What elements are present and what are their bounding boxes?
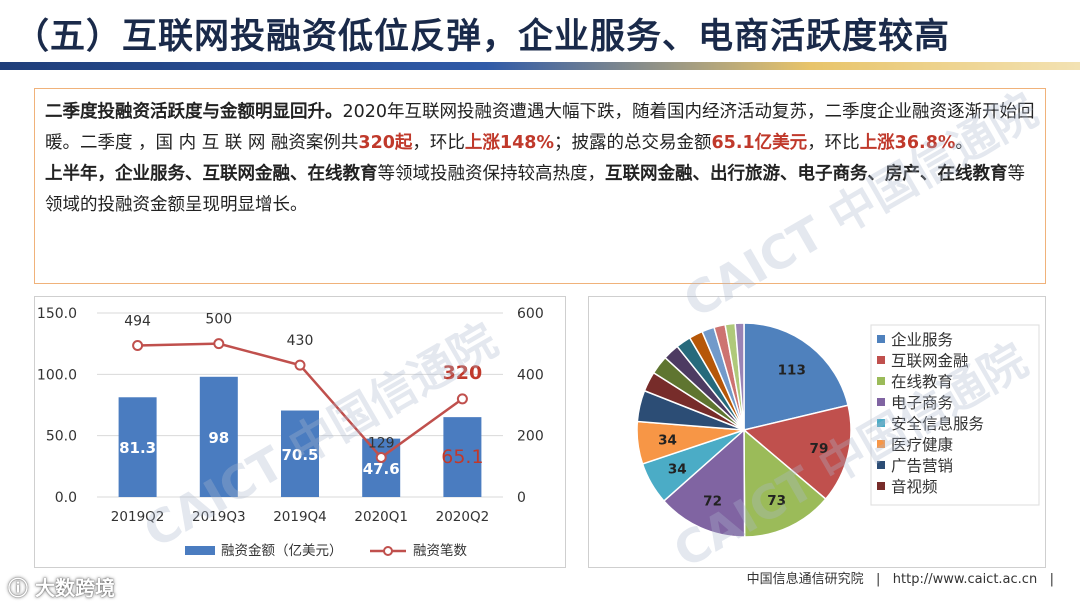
legend-line-marker [383,546,393,556]
line-value-label: 500 [205,312,232,328]
summary-lead-1: 二季度投融资活跃度与金额明显回升。 [45,102,343,122]
summary-text: ，环比 [412,133,465,153]
legend-label: 广告营销 [891,457,953,475]
summary-text: 等领域的投融资金额呈现明显增长。 [45,164,1025,215]
amount-change: 上涨36.8% [859,133,956,153]
category-label: 2019Q3 [192,509,246,525]
line-value-label: 320 [443,362,483,384]
legend-swatch [877,419,885,427]
bar-value-label: 70.5 [281,446,318,464]
title-divider [0,62,1080,70]
summary-paragraph-2: 上半年，企业服务、互联网金融、在线教育等领域投融资保持较高热度，互联网金融、出行… [45,159,1035,221]
brand-logo: ⓘ 大数跨境 [8,572,115,601]
legend-swatch [877,356,885,364]
growth-fields: 互联网金融、出行旅游、电子商务、房产、在线教育 [605,164,1008,184]
line-point [132,340,144,352]
line-point [294,359,306,371]
cases-count: 320起 [358,133,413,153]
legend-swatch [877,398,885,406]
category-label: 2019Q2 [111,509,165,525]
pie-value-label: 113 [778,363,806,379]
right-tick-label: 200 [517,429,544,445]
pie-value-label: 34 [658,432,677,448]
legend-line-label: 融资笔数 [413,543,467,559]
footer-sep: | [1049,572,1054,587]
pie-slice [743,428,827,538]
bar [281,410,319,497]
bar-value-label: 98 [208,429,229,447]
footer-sep: | [876,572,881,587]
legend-bar-label: 融资金额（亿美元） [221,543,343,559]
bar [199,376,238,497]
summary-paragraph-1: 二季度投融资活跃度与金额明显回升。2020年互联网投融资遭遇大幅下跌，随着国内经… [45,97,1035,159]
legend-swatch [877,440,885,448]
right-tick-label: 400 [517,367,544,383]
bar-line-chart: 0.0 50.0 100.0 150.0 0 200 400 600 81.3 2019Q2 98 2… [37,306,544,559]
bar [118,397,157,497]
pie-slice [662,428,746,538]
bar-line-chart-panel: 0.0 50.0 100.0 150.0 0 200 400 600 81.3 2019Q2 98 2… [34,296,566,568]
logo-glyph-icon: ⓘ [8,576,35,600]
summary-text: 2020年互联网投融资遭遇大幅下跌，随着国内经济活动复苏，二季度企业融资逐渐开始… [45,102,1035,153]
bar [443,417,482,497]
pie-slice [734,322,745,431]
right-tick-label: 0 [517,490,526,506]
bar-value-label: 47.6 [363,460,400,478]
amount-value: 65.1亿美元 [711,133,808,153]
line-value-label: 129 [368,435,395,451]
pie-value-label: 34 [668,462,687,478]
pie-slice [743,322,849,431]
summary-box: 二季度投融资活跃度与金额明显回升。2020年互联网投融资遭遇大幅下跌，随着国内经… [34,88,1046,284]
left-tick-label: 150.0 [37,306,77,322]
legend-swatch [877,461,885,469]
legend-swatch [877,377,885,385]
legend-label: 安全信息服务 [891,415,984,433]
legend-bar-swatch [185,546,215,555]
summary-text: ，环比 [807,133,860,153]
line-value-label: 430 [287,333,314,349]
legend-label: 互联网金融 [891,352,969,370]
line-point [213,338,225,350]
footer-url[interactable]: http://www.caict.ac.cn [892,572,1038,587]
pie-legend-box [870,324,1040,506]
footer: 中国信息通信研究院 | http://www.caict.ac.cn | [747,568,1054,587]
pie-value-label: 73 [767,493,786,509]
legend-label: 音视频 [891,478,938,496]
line-point [375,451,387,463]
pie-slice [742,404,852,501]
logo-text: 大数跨境 [34,576,115,600]
category-label: 2020Q2 [436,509,490,525]
category-label: 2020Q1 [354,509,408,525]
line-point [456,393,468,405]
footer-org: 中国信息通信研究院 [746,572,864,587]
summary-lead-2: 上半年，企业服务、互联网金融、在线教育 [45,164,378,184]
category-label: 2019Q4 [273,509,327,525]
legend-label: 企业服务 [891,331,953,349]
summary-text: 等领域投融资保持较高热度， [377,164,606,184]
left-tick-label: 100.0 [37,367,77,383]
summary-text: ；披露的总交易金额 [554,133,712,153]
bar-value-label: 81.3 [119,439,156,457]
legend-label: 在线教育 [891,373,953,391]
summary-text: 。 [955,133,973,153]
line-value-label: 494 [124,314,151,330]
pie-chart: 113 79 73 72 34 34 企业服务互联网金融在线教育电子商务安全信息服务医疗健康… [636,322,1040,538]
legend-swatch [877,482,885,490]
cases-change: 上涨148% [464,133,554,153]
pie-value-label: 79 [810,441,829,457]
page-title: （五）互联网投融资低位反弹，企业服务、电商活跃度较高 [14,17,951,57]
left-tick-label: 0.0 [55,490,77,506]
bar-value-label: 65.1 [441,446,483,468]
pie-chart-panel: 113 79 73 72 34 34 企业服务互联网金融在线教育电子商务安全信息服务 医疗健康… [588,296,1046,568]
right-tick-label: 600 [517,306,544,322]
pie-value-label: 72 [703,493,722,509]
legend-swatch [877,335,885,343]
left-tick-label: 50.0 [46,429,77,445]
legend-label: 电子商务 [891,394,953,412]
legend-label: 医疗健康 [891,436,953,454]
